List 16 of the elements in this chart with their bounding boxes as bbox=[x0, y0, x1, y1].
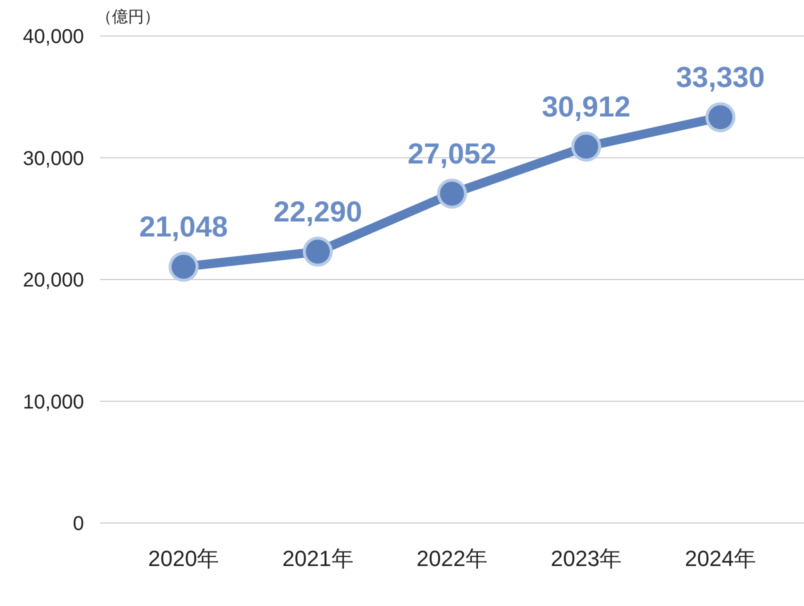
data-label: 21,048 bbox=[139, 212, 228, 244]
x-tick-label: 2022年 bbox=[416, 546, 488, 571]
data-label: 30,912 bbox=[542, 92, 631, 124]
data-label: 33,330 bbox=[676, 62, 765, 94]
x-tick-label: 2023年 bbox=[550, 546, 622, 571]
y-axis-title: （億円） bbox=[96, 8, 160, 26]
y-tick-label: 40,000 bbox=[22, 26, 84, 48]
y-tick-label: 0 bbox=[72, 513, 84, 535]
x-tick-label: 2024年 bbox=[684, 546, 756, 571]
y-tick-label: 10,000 bbox=[22, 391, 84, 414]
x-tick-label: 2021年 bbox=[282, 546, 354, 571]
data-label: 27,052 bbox=[408, 138, 496, 171]
data-label: 22,290 bbox=[273, 196, 362, 229]
x-tick-label: 2020年 bbox=[148, 546, 220, 571]
y-tick-label: 20,000 bbox=[22, 270, 84, 292]
y-tick-label: 30,000 bbox=[22, 148, 84, 170]
